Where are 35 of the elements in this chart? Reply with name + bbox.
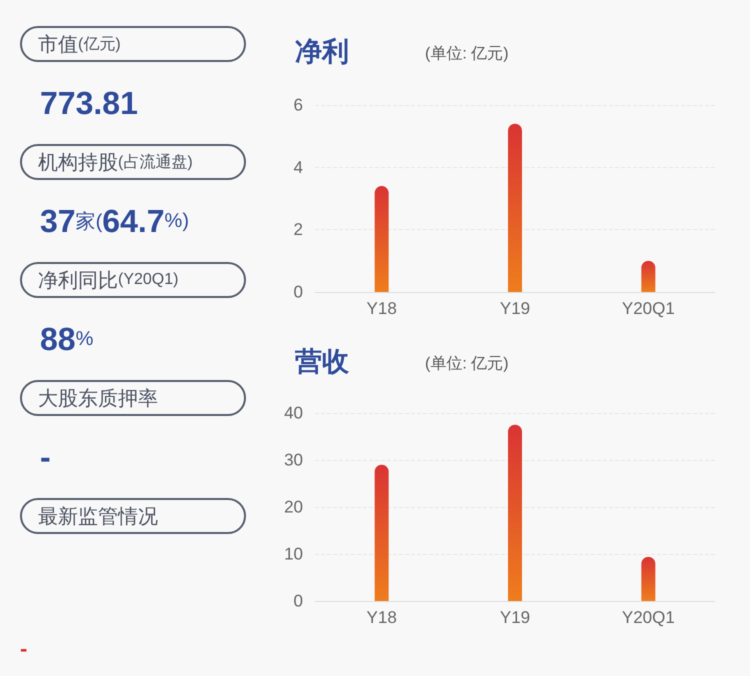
x-tick-label: Y20Q1 (622, 299, 675, 318)
y-tick-label: 30 (284, 450, 303, 470)
chart-title: 净利 (295, 36, 349, 66)
y-tick-label: 4 (294, 158, 303, 177)
x-tick-label: Y18 (366, 299, 397, 318)
y-tick-label: 0 (294, 282, 303, 302)
bar (641, 260, 656, 292)
y-tick-label: 2 (294, 220, 303, 240)
text: 37家(64.7%) (40, 202, 189, 240)
text: 机构持股(占流通盘) (38, 150, 193, 176)
text: 773.81 (40, 84, 138, 122)
chart-title: 营收 (294, 346, 350, 376)
bar (374, 464, 389, 601)
text: 市值(亿元) (38, 32, 121, 58)
text: - (20, 636, 28, 662)
y-tick-label: 0 (294, 592, 303, 610)
x-tick-label: Y19 (500, 608, 530, 627)
y-tick-label: 20 (284, 498, 303, 516)
text: 最新监管情况 (38, 504, 158, 530)
chart-subtitle: (单位: 亿元) (425, 44, 509, 62)
y-tick-label: 40 (284, 404, 303, 422)
x-tick-label: Y20Q1 (622, 608, 675, 627)
bar (508, 124, 522, 292)
y-tick-label: 6 (294, 96, 303, 114)
text: 88% (40, 320, 94, 358)
x-tick-label: Y18 (366, 608, 397, 627)
bar (508, 424, 522, 601)
y-tick-label: 10 (284, 544, 303, 564)
bar (374, 186, 389, 292)
x-tick-label: Y19 (500, 299, 530, 318)
chart-subtitle: (单位: 亿元) (425, 354, 509, 372)
text: - (40, 438, 51, 476)
text: 净利同比(Y20Q1) (38, 268, 178, 294)
text: 大股东质押率 (38, 386, 158, 412)
bar (641, 556, 656, 601)
